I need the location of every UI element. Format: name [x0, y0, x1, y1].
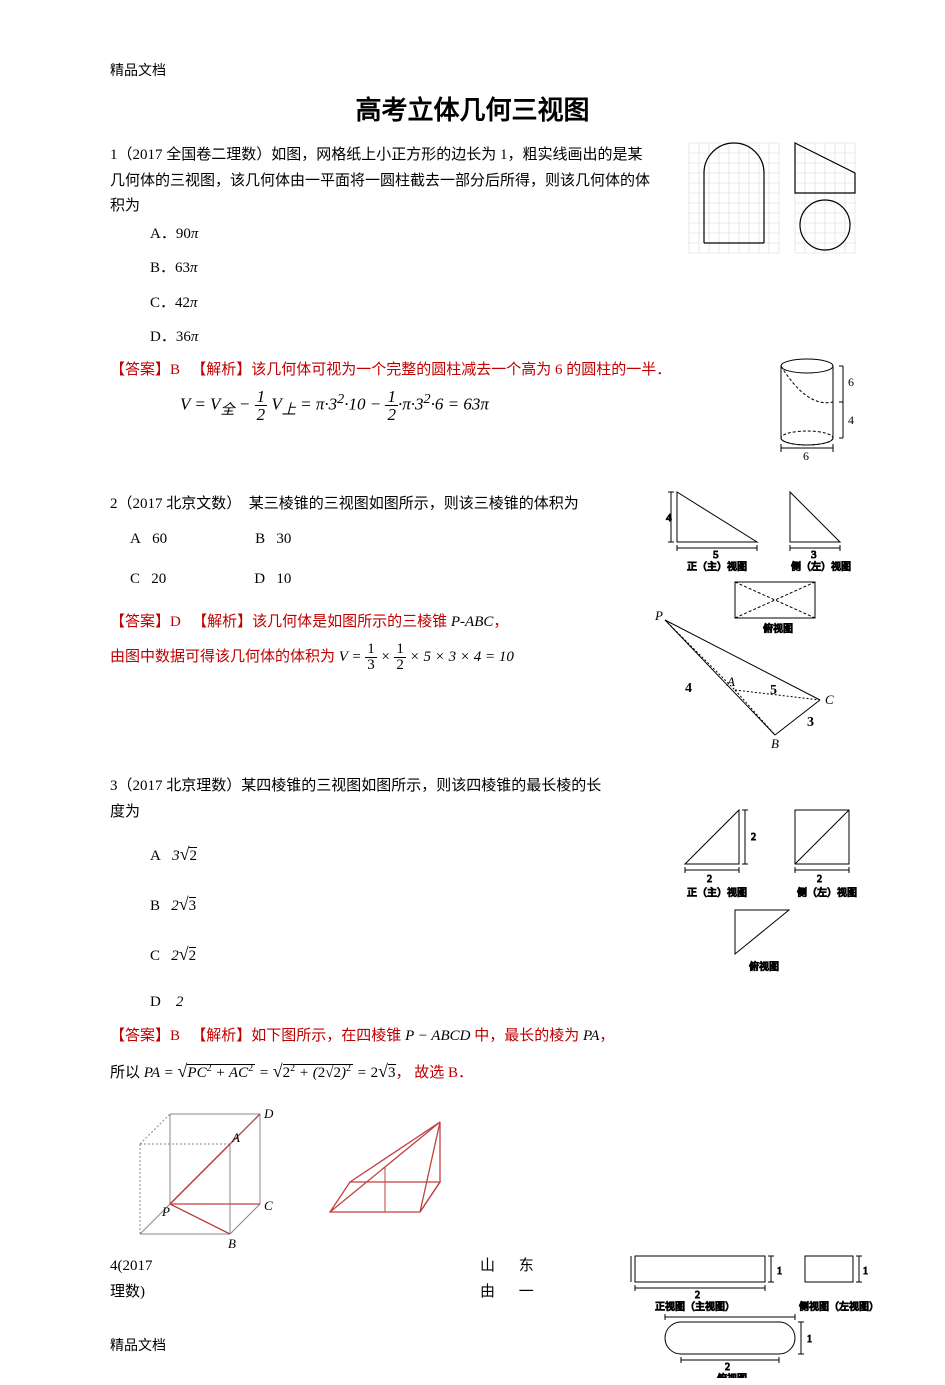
- p1-num: 1: [110, 147, 118, 163]
- svg-text:6: 6: [803, 449, 809, 462]
- svg-text:P: P: [654, 610, 663, 623]
- p4-broken-b: 由 一: [480, 1280, 560, 1306]
- svg-text:2: 2: [817, 874, 822, 885]
- svg-text:2: 2: [707, 874, 712, 885]
- svg-text:侧（左）视图: 侧（左）视图: [791, 560, 851, 573]
- p2-solution-solid: P A B C 4 5 3: [645, 610, 855, 750]
- svg-text:侧（左）视图: 侧（左）视图: [797, 886, 857, 899]
- p2-stem: 某三棱锥的三视图如图所示，则该三棱锥的体积为: [249, 496, 579, 512]
- p4-source-b: 理数): [110, 1280, 180, 1306]
- svg-text:P: P: [161, 1204, 170, 1219]
- p1-three-views: [685, 139, 885, 269]
- p1-source: （2017 全国卷二理数）: [118, 147, 272, 163]
- svg-text:A: A: [231, 1130, 240, 1145]
- svg-text:2: 2: [751, 832, 756, 843]
- svg-text:4: 4: [685, 681, 692, 696]
- p3-three-views: 2 2 正（主）视图 2 侧（左）视图 俯视图: [665, 804, 885, 974]
- p3-answer: 【答案】B 【解析】如下图所示，在四棱锥 P − ABCD 中，最长的棱为 PA…: [110, 1024, 835, 1050]
- p2-source: （2017 北京文数）: [118, 496, 242, 512]
- svg-text:3: 3: [807, 715, 814, 730]
- problem-3: 2 2 正（主）视图 2 侧（左）视图 俯视图: [110, 774, 835, 1254]
- p3-answer-line2: 所以 PA = √PC2 + AC2 = √22 + (2√2)2 = 2√3，…: [110, 1056, 835, 1087]
- svg-text:B: B: [771, 736, 779, 750]
- p1-solution-cylinder: 6 4 6: [765, 352, 875, 462]
- svg-text:俯视图: 俯视图: [749, 960, 779, 973]
- page-header: 精品文档: [110, 60, 835, 80]
- problem-2: 4 5 正（主）视图 3 侧（左）视图: [110, 492, 835, 741]
- svg-text:6: 6: [848, 375, 854, 389]
- svg-text:C: C: [264, 1198, 273, 1213]
- svg-text:D: D: [263, 1106, 274, 1121]
- svg-text:A: A: [726, 674, 735, 689]
- p3-num: 3: [110, 778, 118, 794]
- svg-text:俯视图: 俯视图: [717, 1372, 747, 1378]
- p4-three-views: 2 1 正视图（主视图） 1 侧视图（左视图）: [625, 1248, 885, 1378]
- svg-text:4: 4: [666, 512, 672, 524]
- svg-text:1: 1: [777, 1266, 782, 1277]
- problem-4: 2 1 正视图（主视图） 1 侧视图（左视图）: [110, 1254, 835, 1305]
- p2-num: 2: [110, 496, 118, 512]
- svg-text:2: 2: [725, 1362, 730, 1373]
- svg-text:正视图（主视图）: 正视图（主视图）: [655, 1300, 735, 1313]
- p1-answer: 【答案】B 【解析】该几何体可视为一个完整的圆柱减去一个高为 6 的圆柱的一半．: [110, 358, 835, 384]
- svg-text:5: 5: [713, 549, 719, 561]
- p3-solution-figs: P A B C D: [110, 1104, 835, 1254]
- svg-text:1: 1: [863, 1266, 868, 1277]
- svg-text:侧视图（左视图）: 侧视图（左视图）: [799, 1300, 879, 1313]
- svg-text:4: 4: [848, 413, 854, 427]
- svg-text:B: B: [228, 1236, 236, 1251]
- p3-source: （2017 北京理数）: [118, 778, 242, 794]
- svg-text:1: 1: [807, 1334, 812, 1345]
- p1-formula: V = V全 − 12 V上 = π·32·10 − 12·π·32·6 = 6…: [110, 387, 835, 423]
- p4-num: 4(2017: [110, 1254, 180, 1280]
- p4-broken-a: 山 东: [480, 1254, 560, 1280]
- svg-text:5: 5: [770, 683, 777, 698]
- problem-1: 1（2017 全国卷二理数）如图，网格纸上小正方形的边长为 1，粗实线画出的是某…: [110, 143, 835, 458]
- svg-text:C: C: [825, 692, 834, 707]
- svg-text:正（主）视图: 正（主）视图: [687, 886, 747, 899]
- svg-text:正（主）视图: 正（主）视图: [687, 560, 747, 573]
- svg-text:2: 2: [695, 1290, 700, 1301]
- svg-text:3: 3: [811, 549, 817, 561]
- page-title: 高考立体几何三视图: [110, 90, 835, 127]
